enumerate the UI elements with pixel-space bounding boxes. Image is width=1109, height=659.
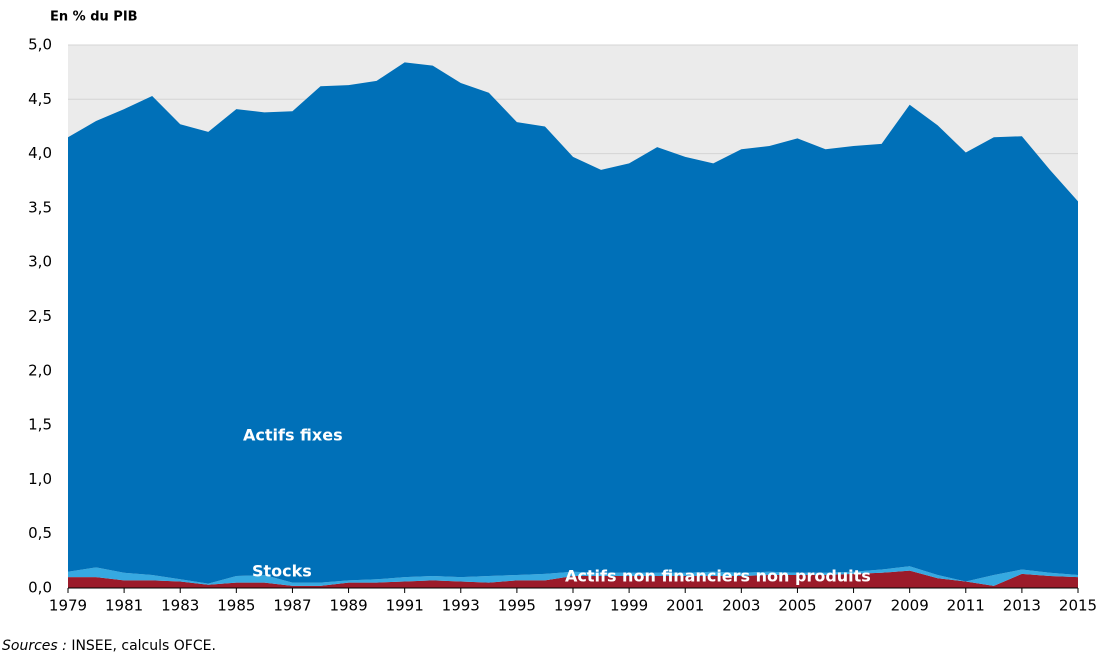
y-tick-label: 2,0 [28,361,52,379]
x-tick-label: 2005 [778,597,816,615]
source: Sources : INSEE, calculs OFCE. [2,638,216,654]
x-tick-label: 1981 [105,597,143,615]
y-tick-label: 1,0 [28,470,52,488]
series-label: Stocks [252,562,312,581]
x-tick-label: 2009 [891,597,929,615]
area [68,566,1078,586]
x-tick-label: 2013 [1003,597,1041,615]
y-tick-label: 4,5 [28,90,52,108]
y-tick-label: 1,5 [28,416,52,434]
series-label: Actifs non financiers non produits [565,567,871,586]
x-tick-label: 1987 [273,597,311,615]
area [68,62,1078,584]
x-tick-label: 1989 [329,597,367,615]
x-tick-label: 1979 [49,597,87,615]
x-tick-label: 1997 [554,597,592,615]
x-tick-label: 2011 [947,597,985,615]
y-tick-label: 3,0 [28,253,52,271]
source-text: INSEE, calculs OFCE. [71,638,216,654]
y-axis-label: En % du PIB [50,10,138,25]
x-tick-label: 1993 [442,597,480,615]
series-label: Actifs fixes [243,426,343,445]
y-tick-label: 3,5 [28,198,52,216]
x-tick-label: 1983 [161,597,199,615]
x-tick-label: 1995 [498,597,536,615]
x-tick-label: 2003 [722,597,760,615]
y-tick-label: 5,0 [28,36,52,54]
x-tick-label: 1991 [386,597,424,615]
x-tick-label: 1985 [217,597,255,615]
y-tick-label: 4,0 [28,144,52,162]
x-tick-label: 2001 [666,597,704,615]
y-tick-label: 0,5 [28,524,52,542]
x-tick-label: 1999 [610,597,648,615]
x-tick-label: 2007 [834,597,872,615]
y-tick-label: 0,0 [28,579,52,597]
y-tick-label: 2,5 [28,307,52,325]
source-label: Sources : [2,638,67,654]
x-tick-label: 2015 [1059,597,1097,615]
